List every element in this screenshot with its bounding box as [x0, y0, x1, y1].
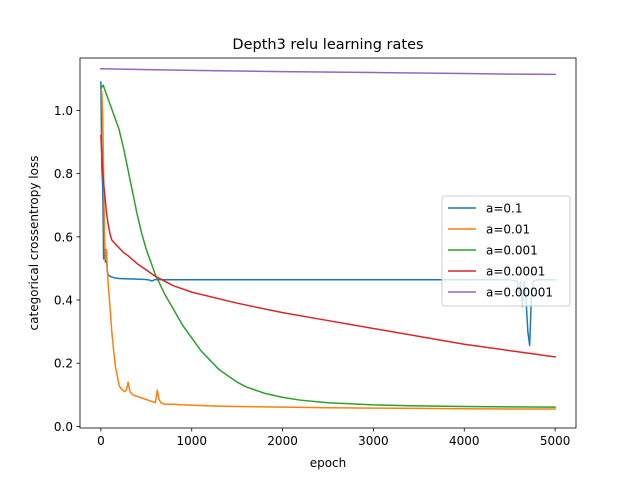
y-tick-label: 0.4	[54, 294, 73, 308]
x-tick-label: 5000	[540, 434, 571, 448]
y-tick-label: 0.8	[54, 167, 73, 181]
y-tick-label: 0.2	[54, 357, 73, 371]
x-tick-label: 3000	[358, 434, 389, 448]
legend-label-3: a=0.0001	[486, 265, 545, 279]
legend-label-1: a=0.01	[486, 223, 530, 237]
y-tick-label: 1.0	[54, 104, 73, 118]
legend-label-0: a=0.1	[486, 202, 523, 216]
y-axis-title: categorical crossentropy loss	[27, 156, 41, 331]
x-tick-label: 4000	[449, 434, 480, 448]
legend-label-2: a=0.001	[486, 244, 538, 258]
x-axis-title: epoch	[310, 456, 347, 470]
y-tick-label: 0.6	[54, 230, 73, 244]
x-tick-label: 1000	[176, 434, 207, 448]
x-tick-label: 2000	[267, 434, 298, 448]
x-tick-label: 0	[97, 434, 105, 448]
chart-title: Depth3 relu learning rates	[232, 37, 423, 53]
legend-label-4: a=0.00001	[486, 286, 553, 300]
legend: a=0.1 a=0.01 a=0.001 a=0.0001 a=0.00001	[442, 196, 570, 306]
y-tick-label: 0.0	[54, 420, 73, 434]
